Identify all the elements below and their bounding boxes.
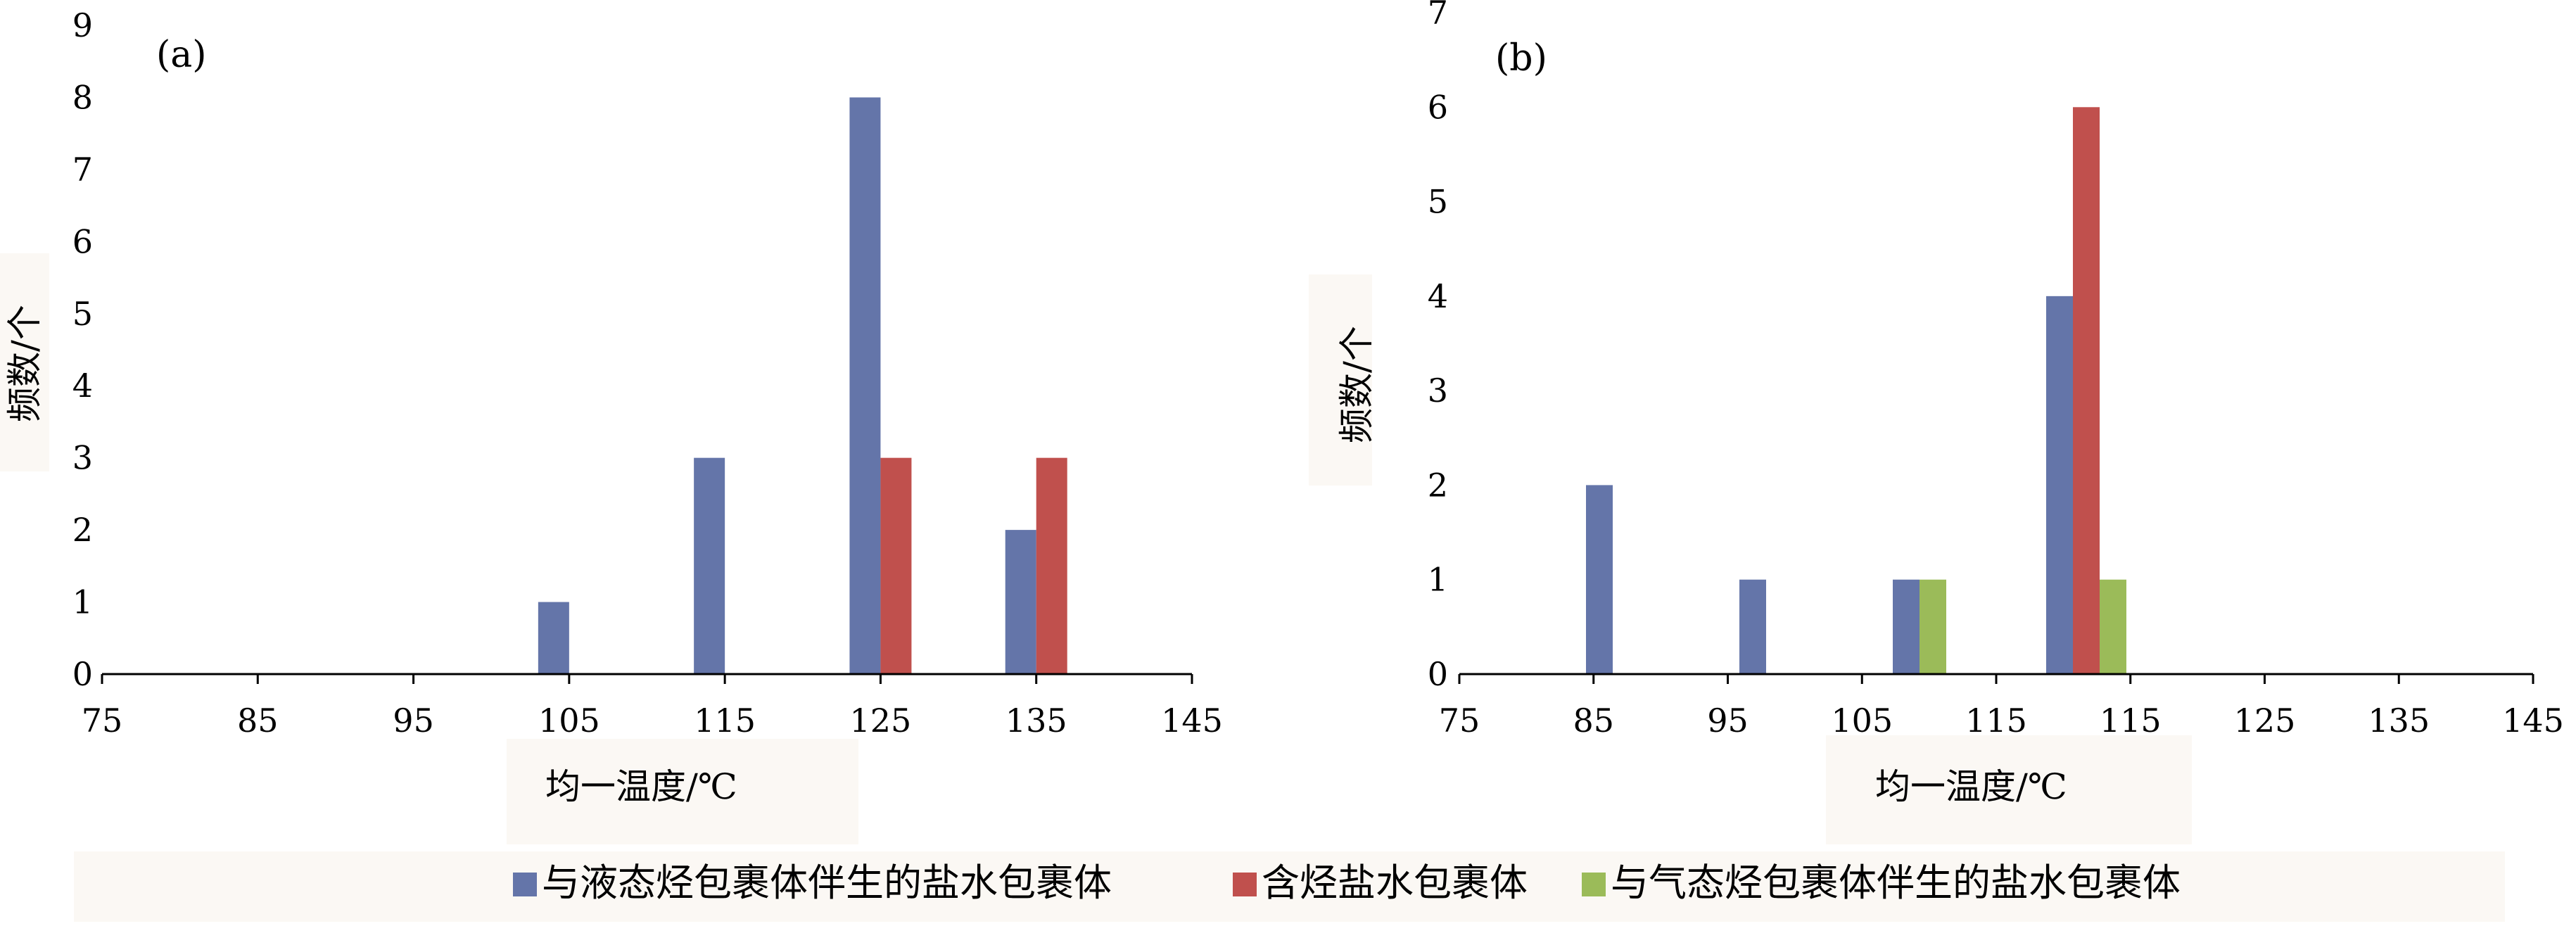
y-tick-label-b-0: 0 [1428,655,1448,693]
y-tick-label-a-2: 2 [72,511,93,549]
bar-b-s2-105 [1920,579,1946,674]
x-tick-label-a-2: 95 [393,702,434,740]
x-tick-label-a-0: 75 [82,702,123,740]
y-tick-label-b-1: 1 [1428,561,1448,599]
x-tick-label-b-8: 145 [2502,702,2564,740]
panel-label-b: (b) [1495,37,1547,80]
y-axis-title-a: 频数/个 [4,305,45,422]
legend-label-0: 与液态烃包裹体伴生的盐水包裹体 [542,861,1112,905]
y-tick-label-a-4: 4 [72,367,93,405]
bar-b-s0-105 [1893,579,1920,674]
x-tick-label-b-0: 75 [1439,702,1480,740]
x-tick-label-a-6: 135 [1005,702,1067,740]
legend-swatch-2 [1582,873,1606,896]
bar-b-s0-85 [1586,485,1613,674]
bar-a-s1-125 [880,457,912,674]
bar-a-s0-125 [849,97,881,674]
y-tick-label-b-4: 4 [1428,277,1448,315]
xlabel-bg-b [1826,735,2192,844]
y-tick-label-a-9: 9 [72,6,93,44]
legend-swatch-0 [513,873,537,896]
legend: 与液态烃包裹体伴生的盐水包裹体 含烃盐水包裹体 与气态烃包裹体伴生的盐水包裹体 [513,861,2181,905]
y-tick-label-a-5: 5 [72,295,93,333]
x-tick-label-b-3: 105 [1831,702,1893,740]
legend-swatch-1 [1233,873,1257,896]
ylabel-bg-a [0,253,49,471]
chart-panel-a: 0 1 2 3 4 5 6 7 8 9 75 85 95 105 115 125 135 145 (a) 频数/个… [4,6,1223,807]
x-tick-label-a-3: 105 [538,702,600,740]
x-tick-label-b-5: 115 [2100,702,2162,740]
xlabel-bg-a [507,739,858,844]
legend-bg [74,851,2505,922]
bar-a-s0-115 [694,457,725,674]
x-tick-label-b-7: 135 [2368,702,2430,740]
y-tick-label-a-1: 1 [72,583,93,621]
x-axis-title-a: 均一温度/℃ [545,766,737,807]
x-tick-label-b-1: 85 [1573,702,1614,740]
y-tick-label-b-3: 3 [1428,372,1448,410]
bar-a-s1-135 [1036,457,1067,674]
bars-a [538,97,1067,674]
y-tick-label-a-6: 6 [72,222,93,260]
ticks-b: 0 1 2 3 4 5 6 7 75 85 95 105 115 115 125 135 145 [1428,0,2564,740]
x-tick-label-b-6: 125 [2234,702,2296,740]
legend-label-2: 与气态烃包裹体伴生的盐水包裹体 [1611,861,2181,905]
y-axis-title-b: 频数/个 [1336,326,1377,443]
panel-label-a: (a) [156,34,207,76]
x-tick-label-a-7: 145 [1161,702,1223,740]
y-tick-label-b-6: 6 [1428,88,1448,126]
bar-b-s2-115 [2100,579,2126,674]
chart-panel-b: 0 1 2 3 4 5 6 7 75 85 95 105 115 115 125 135 145 (b) 频数/… [1336,0,2564,807]
y-tick-label-b-7: 7 [1428,0,1448,32]
y-tick-label-b-5: 5 [1428,183,1448,221]
y-tick-label-a-8: 8 [72,78,93,116]
bar-a-s0-135 [1005,530,1036,674]
x-tick-label-b-4: 115 [1965,702,2027,740]
x-axis-title-b: 均一温度/℃ [1875,766,2067,807]
y-tick-label-a-7: 7 [72,151,93,189]
bars-b [1586,107,2126,675]
x-tick-label-a-5: 125 [850,702,912,740]
bar-b-s0-115 [2046,296,2073,674]
bar-b-s1-115 [2073,107,2100,675]
bar-b-s0-95 [1739,579,1766,674]
ylabel-bg-b [1309,274,1372,486]
x-tick-label-b-2: 95 [1707,702,1749,740]
y-tick-label-a-3: 3 [72,439,93,477]
x-tick-label-a-4: 115 [694,702,756,740]
bar-a-s0-105 [538,602,569,674]
y-tick-label-b-2: 2 [1428,466,1448,504]
legend-label-1: 含烃盐水包裹体 [1262,861,1528,905]
ticks-a: 0 1 2 3 4 5 6 7 8 9 75 85 95 105 115 125 135 145 [72,6,1223,740]
x-tick-label-a-1: 85 [237,702,279,740]
y-tick-label-a-0: 0 [72,655,93,693]
